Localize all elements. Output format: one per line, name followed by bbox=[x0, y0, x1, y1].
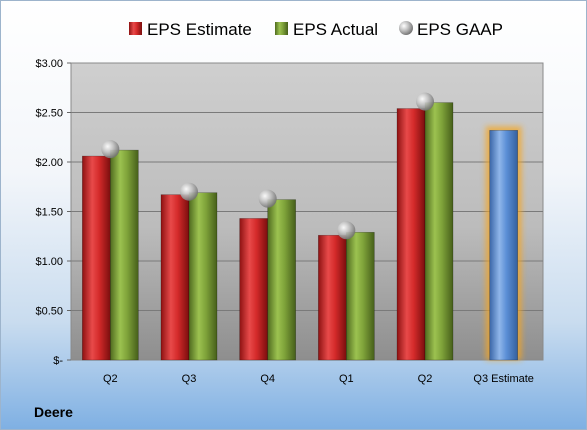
bar-eps-estimate-3 bbox=[318, 234, 347, 361]
legend-label-eps-estimate: EPS Estimate bbox=[147, 20, 252, 39]
y-tick-label: $1.00 bbox=[35, 256, 63, 268]
bar-next-estimate-5 bbox=[489, 130, 518, 361]
bar-eps-estimate-2 bbox=[239, 218, 268, 361]
bar-eps-actual-4 bbox=[424, 102, 454, 361]
bar-eps-actual-0 bbox=[110, 149, 139, 361]
marker-eps-gaap-2 bbox=[258, 189, 277, 208]
legend-swatch-eps-estimate bbox=[129, 22, 142, 35]
marker-eps-gaap-4 bbox=[416, 92, 434, 111]
y-tick-label: $- bbox=[53, 355, 63, 367]
legend-marker-eps-gaap bbox=[399, 21, 413, 35]
marker-eps-gaap-0 bbox=[101, 140, 120, 159]
legend-label-eps-actual: EPS Actual bbox=[293, 20, 378, 39]
x-tick-label-q2: Q2 bbox=[103, 373, 118, 385]
gridlines bbox=[71, 112, 543, 311]
y-axis-ticks: $3.00 $2.50 $2.00 $1.50 $1.00 $0.50 $- bbox=[35, 58, 71, 367]
legend-swatch-eps-actual bbox=[275, 22, 288, 35]
legend-label-eps-gaap: EPS GAAP bbox=[417, 20, 503, 39]
bar-eps-actual-1 bbox=[188, 192, 218, 361]
marker-eps-gaap-3 bbox=[337, 221, 356, 240]
marker-eps-gaap-1 bbox=[180, 182, 198, 201]
x-axis-ticks: Q2 Q3 Q4 Q1 Q2 Q3 Estimate bbox=[103, 373, 534, 385]
bar-eps-estimate-4 bbox=[396, 108, 426, 361]
bar-eps-actual-3 bbox=[346, 231, 375, 361]
bar-eps-estimate-0 bbox=[82, 155, 111, 361]
x-tick-label-q3: Q3 bbox=[182, 373, 197, 385]
y-tick-label: $0.50 bbox=[35, 306, 63, 318]
company-name: Deere bbox=[34, 404, 73, 420]
legend: EPS Estimate EPS Actual EPS GAAP bbox=[129, 20, 503, 39]
x-tick-label-q3-estimate: Q3 Estimate bbox=[473, 373, 534, 385]
y-tick-label: $2.00 bbox=[35, 157, 63, 169]
x-tick-label-q4: Q4 bbox=[260, 373, 275, 385]
x-tick-label-q2: Q2 bbox=[418, 373, 433, 385]
bars bbox=[82, 92, 522, 361]
y-tick-label: $1.50 bbox=[35, 207, 63, 219]
bar-eps-estimate-1 bbox=[160, 194, 190, 361]
y-tick-label: $3.00 bbox=[35, 58, 63, 70]
y-tick-label: $2.50 bbox=[35, 108, 63, 120]
bar-eps-actual-2 bbox=[267, 199, 296, 361]
x-tick-label-q1: Q1 bbox=[339, 373, 354, 385]
